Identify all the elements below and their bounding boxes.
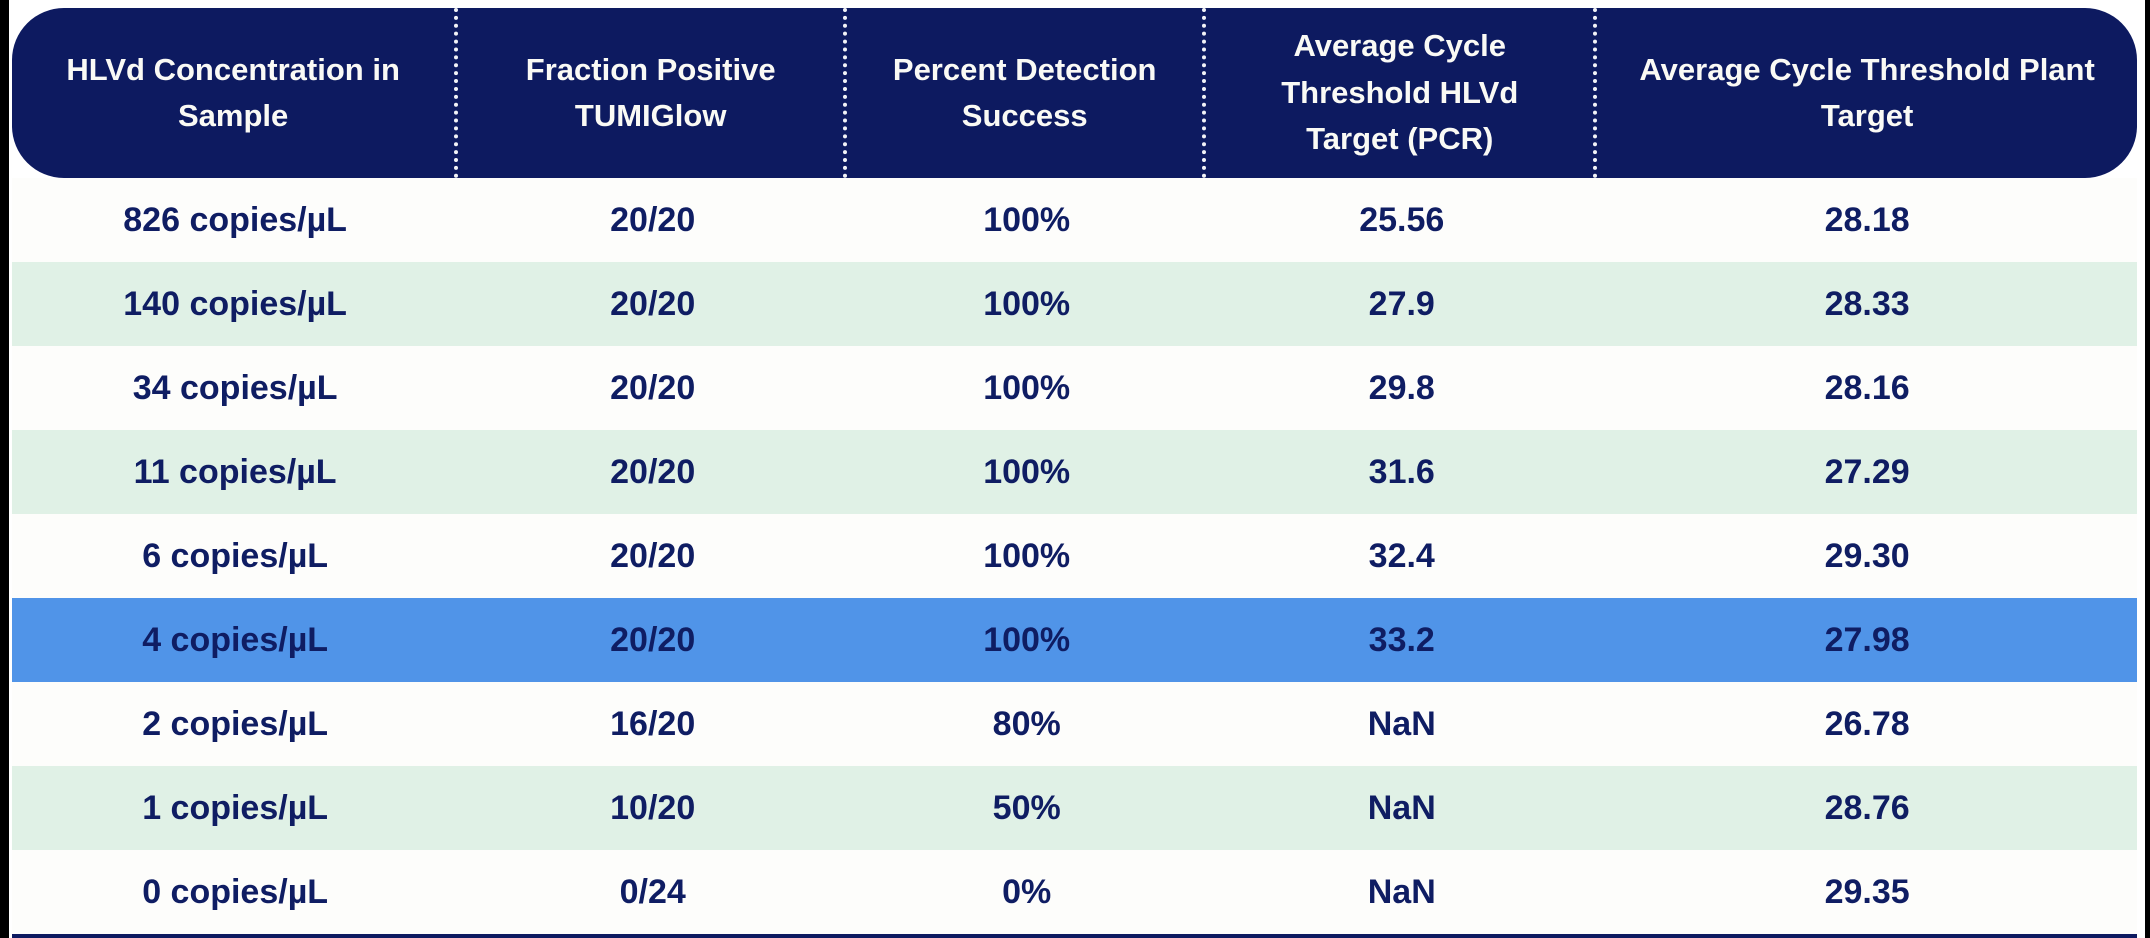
header-cell-fraction-positive: Fraction Positive TUMIGlow: [458, 8, 848, 178]
table-cell: 16/20: [610, 704, 696, 743]
table-cell: 2 copies/µL: [142, 704, 329, 743]
table-row: 34 copies/µL 20/20 100% 29.8 28.16: [12, 346, 2137, 430]
bottom-border-bar: [12, 934, 2137, 938]
table-cell: 0%: [1002, 872, 1052, 911]
table-cell: 100%: [983, 200, 1071, 239]
table-cell: 20/20: [610, 620, 696, 659]
table-cell: 26.78: [1824, 704, 1910, 743]
table-cell: 31.6: [1368, 452, 1435, 491]
table-cell: 28.76: [1824, 788, 1910, 827]
header-cell-percent-detection: Percent Detection Success: [847, 8, 1207, 178]
table-row: 0 copies/µL 0/24 0% NaN 29.35: [12, 850, 2137, 934]
table-cell: 20/20: [610, 368, 696, 407]
table-cell: 50%: [992, 788, 1061, 827]
table-row: 2 copies/µL 16/20 80% NaN 26.78: [12, 682, 2137, 766]
table-row: 11 copies/µL 20/20 100% 31.6 27.29: [12, 430, 2137, 514]
table-cell: 100%: [983, 284, 1071, 323]
left-edge-bar: [0, 0, 9, 938]
table-cell: 28.18: [1824, 200, 1910, 239]
table-body: 826 copies/µL 20/20 100% 25.56 28.18 140 copi…: [12, 178, 2137, 934]
table-cell: 20/20: [610, 452, 696, 491]
table-cell: 29.35: [1824, 872, 1910, 911]
table-cell: 32.4: [1368, 536, 1435, 575]
table-cell: 100%: [983, 536, 1071, 575]
table-row: 1 copies/µL 10/20 50% NaN 28.76: [12, 766, 2137, 850]
table-cell: 6 copies/µL: [142, 536, 329, 575]
results-table: HLVd Concentration in Sample Fraction Po…: [12, 8, 2137, 934]
header-cell-avg-ct-hlvd: Average Cycle Threshold HLVd Target (PCR…: [1206, 8, 1598, 178]
table-cell: 33.2: [1368, 620, 1435, 659]
right-edge-bar: [2145, 0, 2150, 938]
table-cell: 4 copies/µL: [142, 620, 329, 659]
table-cell: 27.29: [1824, 452, 1910, 491]
table-cell: NaN: [1367, 788, 1436, 827]
table-cell: NaN: [1367, 704, 1436, 743]
table-cell: NaN: [1367, 872, 1436, 911]
header-cell-avg-ct-plant: Average Cycle Threshold Plant Target: [1639, 51, 2095, 134]
table-cell: 1 copies/µL: [142, 788, 329, 827]
table-cell: 20/20: [610, 284, 696, 323]
table-cell: 27.9: [1368, 284, 1435, 323]
table-row: 6 copies/µL 20/20 100% 32.4 29.30: [12, 514, 2137, 598]
table-cell: 28.33: [1824, 284, 1910, 323]
table-cell: 100%: [983, 368, 1071, 407]
header-cell-hlvd-concentration: HLVd Concentration in Sample: [12, 8, 459, 178]
table-cell: 28.16: [1824, 368, 1910, 407]
table-cell: 29.8: [1368, 368, 1435, 407]
table-cell: 11 copies/µL: [133, 452, 337, 491]
table-cell: 29.30: [1824, 536, 1910, 575]
table-cell: 25.56: [1359, 200, 1445, 239]
table-cell: 140 copies/µL: [123, 284, 347, 323]
table-cell: 34 copies/µL: [132, 368, 338, 407]
table-cell: 0/24: [619, 872, 686, 911]
table-cell: 100%: [983, 620, 1071, 659]
table-row: 140 copies/µL 20/20 100% 27.9 28.33: [12, 262, 2137, 346]
table-cell: 80%: [992, 704, 1061, 743]
table-cell: 20/20: [610, 536, 696, 575]
table-header: HLVd Concentration in Sample Fraction Po…: [12, 8, 2137, 178]
table-cell: 20/20: [610, 200, 696, 239]
table-cell: 826 copies/µL: [123, 200, 347, 239]
table-row: 826 copies/µL 20/20 100% 25.56 28.18: [12, 178, 2137, 262]
table-cell: 100%: [983, 452, 1071, 491]
table-cell: 27.98: [1824, 620, 1910, 659]
table-cell: 0 copies/µL: [142, 872, 329, 911]
table-row: 4 copies/µL 20/20 100% 33.2 27.98: [12, 598, 2137, 682]
table-cell: 10/20: [610, 788, 696, 827]
